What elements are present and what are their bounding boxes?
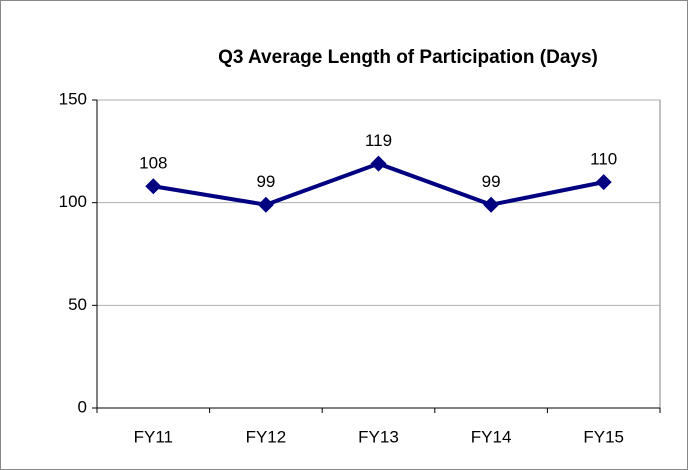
data-label: 108: [139, 154, 167, 173]
y-tick-label: 50: [68, 295, 87, 314]
data-label: 119: [365, 131, 392, 150]
x-tick-label: FY13: [358, 427, 399, 446]
y-tick-label: 0: [78, 397, 87, 416]
plot-area: [96, 99, 661, 409]
data-label: 99: [256, 172, 275, 191]
x-tick-label: FY14: [471, 427, 512, 446]
x-tick-label: FY11: [134, 427, 173, 446]
data-point: [370, 155, 387, 172]
data-point: [145, 178, 162, 195]
x-tick-label: FY12: [246, 427, 287, 446]
y-tick-label: 100: [59, 192, 87, 211]
chart-title: Q3 Average Length of Participation (Days…: [218, 47, 598, 68]
x-tick-label: FY15: [583, 427, 624, 446]
data-point: [483, 196, 500, 213]
data-point: [257, 196, 274, 213]
data-point: [595, 174, 612, 191]
data-label: 110: [590, 150, 617, 169]
y-tick-label: 150: [59, 89, 87, 108]
data-label: 99: [482, 172, 501, 191]
